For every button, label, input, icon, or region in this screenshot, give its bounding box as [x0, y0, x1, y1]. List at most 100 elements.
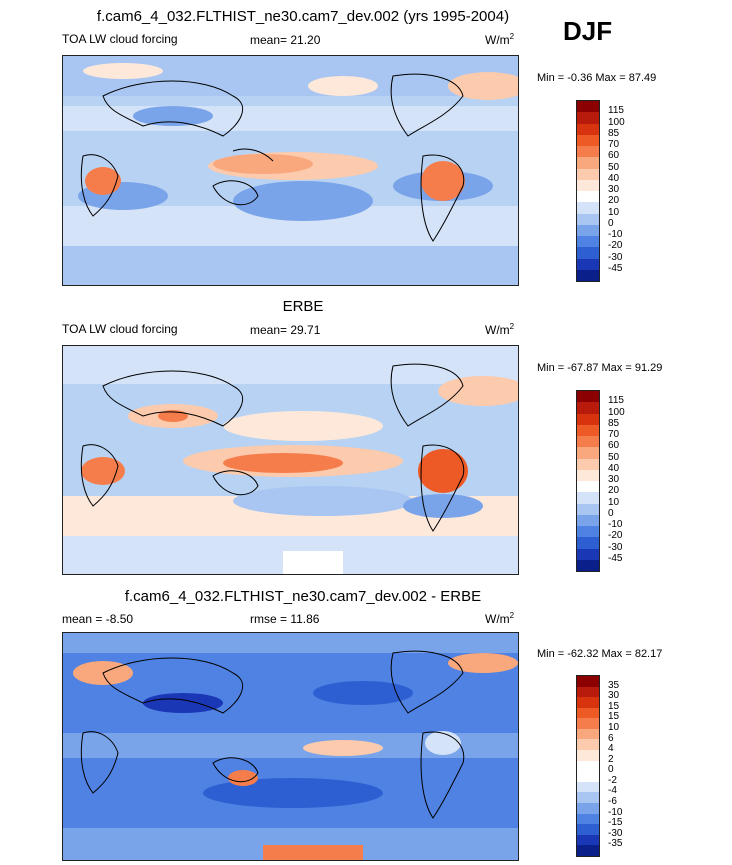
colorbar-segment: [577, 112, 599, 124]
colorbar-segment: [577, 191, 599, 203]
colorbar-tick-label: 10: [608, 721, 620, 733]
panel1-units: W/m2: [485, 32, 515, 47]
panel2-map: [62, 345, 519, 575]
colorbar-segment: [577, 179, 599, 191]
panel1-minmax: Min = -0.36 Max = 87.49: [537, 72, 657, 84]
colorbar-segment: [577, 157, 599, 169]
colorbar-tick-label: -45: [608, 262, 623, 274]
colorbar-segment: [577, 236, 599, 248]
colorbar-segment: [577, 686, 599, 698]
colorbar-segment: [577, 258, 599, 270]
panel3-colorbar: [576, 675, 600, 857]
colorbar-segment: [577, 402, 599, 414]
colorbar-tick-label: 50: [608, 451, 620, 463]
colorbar-segment: [577, 514, 599, 526]
colorbar-tick-label: -15: [608, 817, 623, 829]
colorbar-segment: [577, 537, 599, 549]
colorbar-tick-label: 30: [608, 474, 620, 485]
panel3-units: W/m2: [485, 611, 515, 626]
colorbar-segment: [577, 771, 599, 782]
colorbar-segment: [577, 526, 599, 538]
season-label: DJF: [563, 16, 613, 46]
colorbar-tick-label: 20: [608, 195, 620, 207]
panel1-colorbar: [576, 100, 600, 282]
colorbar-segment: [577, 469, 599, 481]
colorbar-segment: [577, 424, 599, 436]
colorbar-tick-label: 35: [608, 679, 620, 691]
colorbar-segment: [577, 802, 599, 814]
colorbar-segment: [577, 792, 599, 803]
panel2-colorbar: [576, 390, 600, 572]
colorbar-tick-label: 40: [608, 462, 620, 474]
colorbar-segment: [577, 697, 599, 708]
colorbar-segment: [577, 676, 599, 687]
colorbar-segment: [577, 123, 599, 135]
colorbar-segment: [577, 503, 599, 515]
colorbar-tick-label: 0: [608, 217, 614, 229]
panel1-center-label: mean= 21.20: [250, 33, 321, 47]
colorbar-segment: [577, 458, 599, 470]
colorbar-segment: [577, 269, 599, 281]
panel1-left-label: TOA LW cloud forcing: [62, 32, 178, 46]
colorbar-segment: [577, 834, 599, 846]
colorbar-segment: [577, 548, 599, 560]
colorbar-segment: [577, 728, 599, 740]
colorbar-segment: [577, 559, 599, 571]
colorbar-segment: [577, 168, 599, 180]
colorbar-tick-label: 30: [608, 184, 620, 195]
colorbar-tick-label: 115: [608, 105, 624, 117]
colorbar-tick-label: 60: [608, 440, 620, 452]
colorbar-segment: [577, 436, 599, 448]
colorbar-segment: [577, 707, 599, 719]
colorbar-tick-label: 10: [608, 206, 620, 218]
colorbar-tick-label: 85: [608, 417, 620, 429]
colorbar-tick-label: -6: [608, 796, 617, 808]
colorbar-tick-label: 60: [608, 150, 620, 162]
colorbar-segment: [577, 481, 599, 493]
colorbar-tick-label: 6: [608, 732, 614, 744]
colorbar-tick-label: 15: [608, 711, 620, 723]
colorbar-segment: [577, 247, 599, 259]
panel2-minmax: Min = -67.87 Max = 91.29: [537, 362, 663, 374]
panel2-map-svg: [63, 346, 518, 574]
colorbar-segment: [577, 492, 599, 504]
panel3-map: [62, 632, 519, 861]
colorbar-tick-label: 30: [608, 690, 620, 702]
panel3-header: f.cam6_4_032.FLTHIST_ne30.cam7_dev.002 -…: [124, 588, 482, 605]
panel3-minmax: Min = -62.32 Max = 82.17: [537, 648, 663, 660]
colorbar-tick-label: -10: [608, 229, 623, 240]
colorbar-segment: [577, 750, 599, 761]
colorbar-tick-label: 115: [608, 395, 624, 407]
colorbar-segment: [577, 845, 599, 856]
colorbar-segment: [577, 146, 599, 158]
colorbar-tick-label: 70: [608, 139, 620, 150]
colorbar-tick-label: 20: [608, 485, 620, 497]
colorbar-tick-label: -20: [608, 530, 623, 542]
panel1-header: f.cam6_4_032.FLTHIST_ne30.cam7_dev.002 (…: [96, 8, 510, 25]
colorbar-tick-label: -4: [608, 785, 617, 797]
colorbar-tick-label: 0: [608, 507, 614, 519]
colorbar-tick-label: -35: [608, 838, 623, 850]
panel2-header: ERBE: [282, 298, 324, 315]
colorbar-tick-label: -30: [608, 541, 623, 553]
colorbar-tick-label: -45: [608, 552, 623, 564]
colorbar-segment: [577, 739, 599, 751]
colorbar-tick-label: 2: [608, 753, 614, 765]
colorbar-segment: [577, 413, 599, 425]
colorbar-tick-label: 10: [608, 496, 620, 508]
colorbar-segment: [577, 101, 599, 113]
panel3-map-svg: [63, 633, 518, 860]
panel2-units: W/m2: [485, 322, 515, 337]
colorbar-tick-label: -10: [608, 806, 623, 818]
colorbar-segment: [577, 824, 599, 835]
colorbar-segment: [577, 760, 599, 772]
colorbar-tick-label: -20: [608, 240, 623, 252]
colorbar-tick-label: -30: [608, 827, 623, 839]
colorbar-tick-label: 40: [608, 172, 620, 184]
panel1-map: [62, 55, 519, 286]
colorbar-tick-label: -2: [608, 774, 617, 786]
colorbar-tick-label: 100: [608, 116, 625, 128]
colorbar-tick-label: 15: [608, 700, 620, 712]
colorbar-tick-label: 50: [608, 161, 620, 173]
panel2-left-label: TOA LW cloud forcing: [62, 322, 178, 336]
